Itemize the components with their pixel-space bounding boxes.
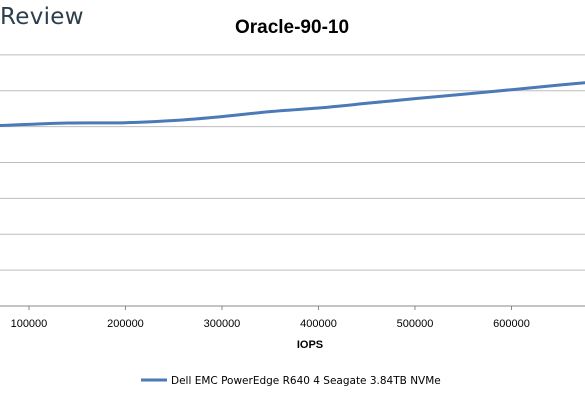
data-point (462, 93, 465, 96)
data-point (510, 88, 513, 91)
brand-logo-text: Review (0, 4, 84, 30)
x-axis-label: IOPS (297, 339, 323, 351)
data-point (413, 97, 417, 100)
data-point (365, 102, 368, 105)
x-tick-labels: 1000002000003000004000005000006000007000… (11, 306, 530, 330)
data-point (124, 121, 127, 124)
series-lines (0, 81, 585, 127)
data-point (269, 110, 272, 113)
data-point (558, 83, 561, 87)
data-point (220, 115, 224, 118)
x-tick-label: 400000 (300, 318, 337, 330)
data-point (172, 119, 175, 122)
gridlines (0, 54, 585, 271)
x-tick-label: 500000 (397, 318, 434, 330)
x-tick-label: 300000 (204, 318, 241, 330)
chart-title: Oracle-90-10 (235, 17, 349, 38)
data-point (317, 106, 320, 110)
x-tick-label: 600000 (493, 318, 530, 330)
legend-label: Dell EMC PowerEdge R640 4 Seagate 3.84TB… (171, 375, 441, 387)
data-point (0, 124, 2, 127)
x-tick-label: 100000 (11, 318, 48, 330)
x-tick-label: 200000 (107, 318, 144, 330)
data-point (66, 121, 69, 125)
legend: Dell EMC PowerEdge R640 4 Seagate 3.84TB… (141, 375, 441, 387)
series-line (0, 81, 585, 127)
